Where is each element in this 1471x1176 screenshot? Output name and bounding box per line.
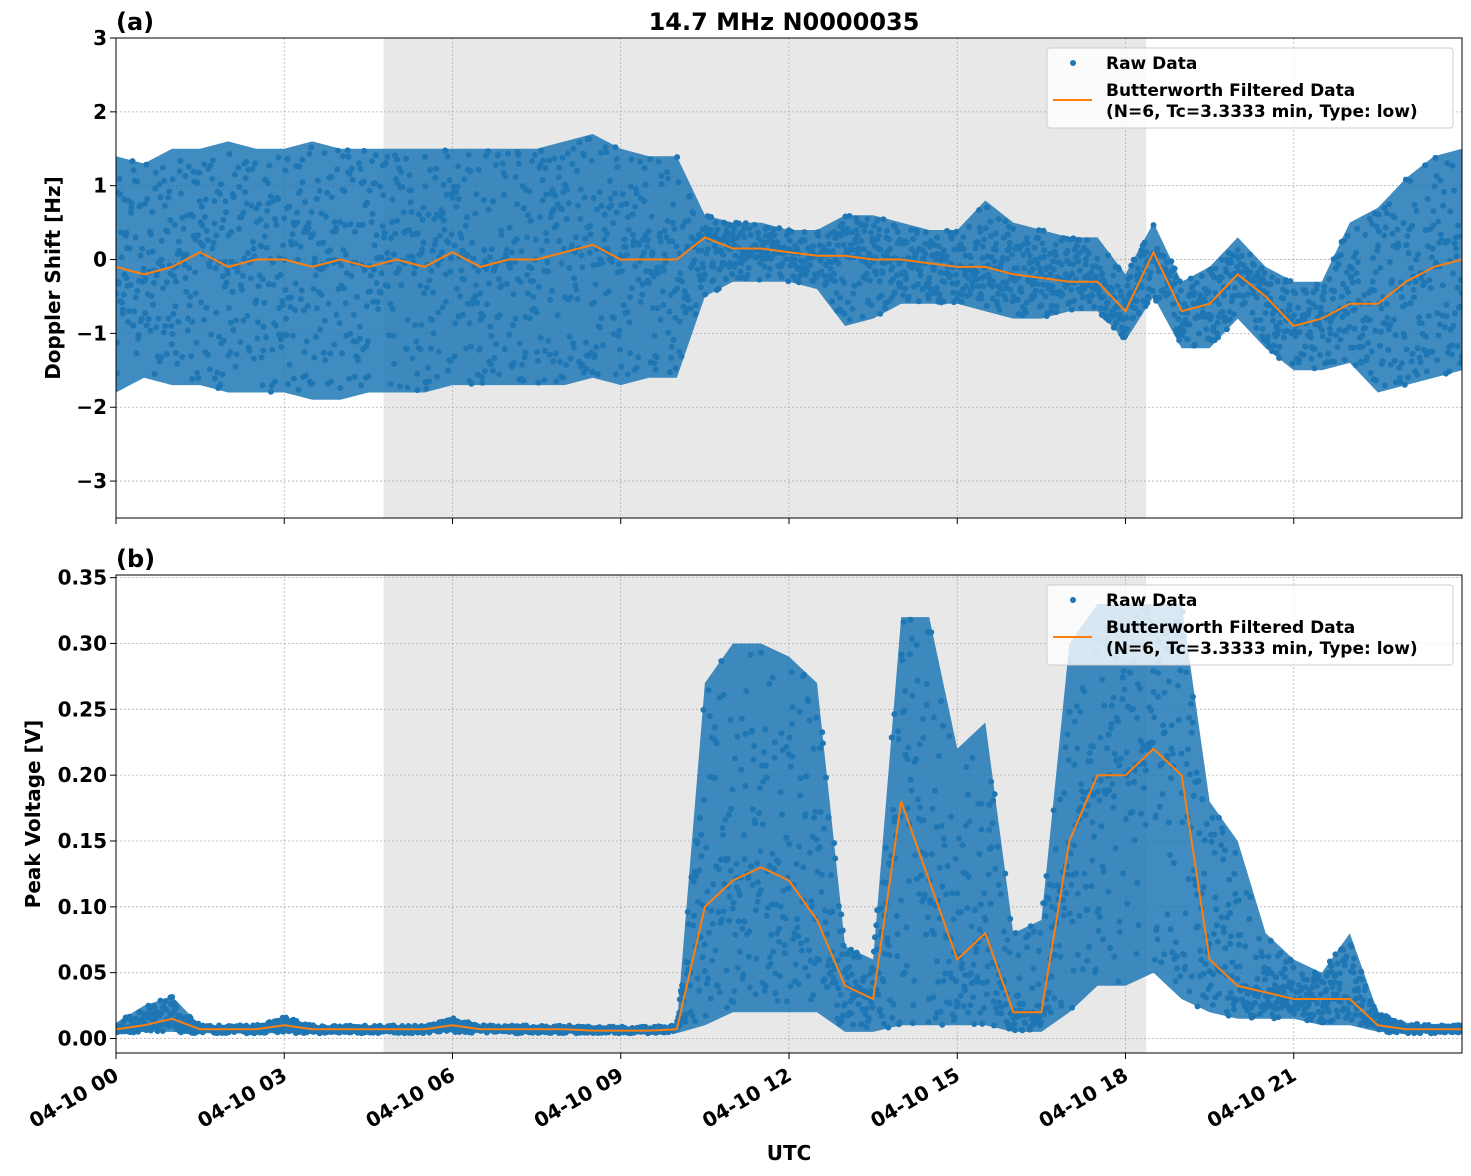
- y-tick-label: 0.05: [58, 961, 107, 985]
- y-tick-label: 2: [93, 100, 107, 124]
- raw-data-points: [113, 603, 1465, 1036]
- y-tick-label: 0.10: [58, 895, 107, 919]
- y-tick-label: 0.20: [58, 763, 107, 787]
- legend-label-filter-params: (N=6, Tc=3.3333 min, Type: low): [1106, 102, 1418, 122]
- legend: Raw Data Butterworth Filtered Data(N=6, T…: [1047, 48, 1453, 128]
- y-tick-label: 0.30: [58, 631, 107, 655]
- y-tick-label: 0.25: [58, 697, 107, 721]
- panel-label: (a): [116, 8, 154, 36]
- y-tick-label: −3: [76, 469, 107, 493]
- y-tick-label: 0.00: [58, 1027, 107, 1051]
- legend-label-raw: Raw Data: [1106, 54, 1197, 74]
- panel-a: 3 2 1 0 −1 −2 −3 (a) Doppler Shift [Hz] Raw Data B…: [41, 8, 1465, 524]
- y-tick-label: 3: [93, 26, 107, 50]
- y-tick-label: 0.35: [58, 566, 107, 590]
- y-axis-label: Doppler Shift [Hz]: [41, 176, 65, 380]
- y-tick-label: 1: [93, 174, 107, 198]
- chart-title: 14.7 MHz N0000035: [649, 8, 920, 36]
- legend-raw-marker: [1070, 60, 1076, 66]
- y-tick-label: 0.15: [58, 829, 107, 853]
- y-tick-label: −2: [76, 395, 107, 419]
- y-tick-label: −1: [76, 321, 107, 345]
- y-tick-label: 0: [93, 248, 107, 272]
- legend-label-filtered: Butterworth Filtered Data: [1106, 81, 1355, 101]
